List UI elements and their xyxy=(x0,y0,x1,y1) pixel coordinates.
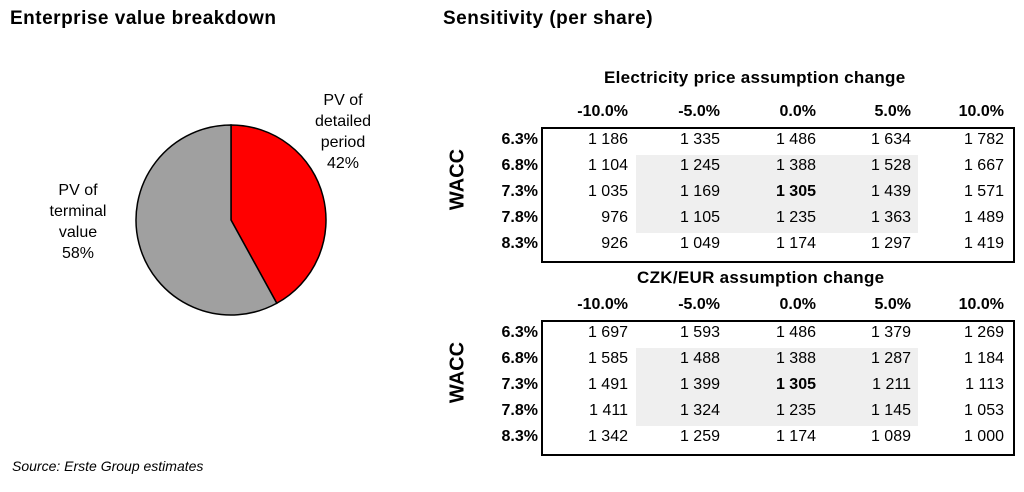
enterprise-value-title: Enterprise value breakdown xyxy=(10,8,277,29)
column-header: 5.0% xyxy=(874,103,911,120)
table-cell: 1 486 xyxy=(775,324,816,341)
table-cell: 1 585 xyxy=(587,350,628,367)
table-cell: 1 782 xyxy=(963,131,1004,148)
table-cell: 1 411 xyxy=(589,402,628,419)
table-title: Electricity price assumption change xyxy=(604,68,906,87)
table-cell: 1 259 xyxy=(679,428,720,445)
row-header: 6.3% xyxy=(501,324,538,341)
table-cell: 1 439 xyxy=(870,183,911,200)
wacc-axis-label: WACC xyxy=(446,341,469,404)
row-header: 7.8% xyxy=(501,402,538,419)
table-cell: 1 388 xyxy=(775,350,816,367)
shaded-region xyxy=(636,155,918,233)
table-cell: 1 000 xyxy=(963,428,1004,445)
table-cell: 1 363 xyxy=(870,209,911,226)
table-cell: 1 145 xyxy=(870,402,911,419)
pie-slice-label-0: PV of detailed period 42% xyxy=(315,92,371,172)
table-cell: 1 489 xyxy=(963,209,1004,226)
table-cell: 1 184 xyxy=(963,350,1004,367)
table-cell: 1 305 xyxy=(775,183,816,200)
pie-slice-label-1: PV of terminal value 58% xyxy=(50,182,107,262)
table-cell: 1 169 xyxy=(679,183,720,200)
table-cell: 1 174 xyxy=(775,428,816,445)
table-cell: 1 388 xyxy=(775,157,816,174)
pie-slice-0 xyxy=(230,124,327,305)
table-cell: 1 419 xyxy=(963,235,1004,252)
column-header: -10.0% xyxy=(577,296,628,313)
row-header: 6.3% xyxy=(501,131,538,148)
table-cell: 1 305 xyxy=(775,376,816,393)
table-cell: 1 235 xyxy=(775,209,816,226)
table-cell: 1 634 xyxy=(870,131,911,148)
column-header: -10.0% xyxy=(577,103,628,120)
source-note: Source: Erste Group estimates xyxy=(12,458,204,474)
row-header: 7.3% xyxy=(501,183,538,200)
table-cell: 1 105 xyxy=(679,209,720,226)
table-cell: 1 491 xyxy=(587,376,628,393)
row-header: 7.3% xyxy=(501,376,538,393)
ev-pie-chart: PV of detailed period 42% PV of terminal value… xyxy=(50,92,371,316)
table-cell: 1 697 xyxy=(587,324,628,341)
table-cell: 1 104 xyxy=(587,157,628,174)
table-cell: 1 211 xyxy=(872,376,911,393)
sensitivity-title: Sensitivity (per share) xyxy=(443,8,654,29)
column-header: 10.0% xyxy=(958,103,1004,120)
column-header: 0.0% xyxy=(779,103,816,120)
row-header: 6.8% xyxy=(501,157,538,174)
table-cell: 1 528 xyxy=(870,157,911,174)
column-header: 5.0% xyxy=(874,296,911,313)
table-cell: 1 035 xyxy=(587,183,628,200)
table-cell: 1 342 xyxy=(587,428,628,445)
column-header: -5.0% xyxy=(678,296,720,313)
column-header: 0.0% xyxy=(779,296,816,313)
row-header: 8.3% xyxy=(501,235,538,252)
row-header: 7.8% xyxy=(501,209,538,226)
table-cell: 1 324 xyxy=(679,402,720,419)
table-cell: 926 xyxy=(601,235,628,252)
table-cell: 1 488 xyxy=(679,350,720,367)
table-cell: 1 245 xyxy=(679,157,720,174)
table-cell: 976 xyxy=(601,209,628,226)
table-cell: 1 186 xyxy=(587,131,628,148)
table-cell: 1 049 xyxy=(679,235,720,252)
shaded-region xyxy=(636,348,918,426)
table-cell: 1 297 xyxy=(870,235,911,252)
row-header: 6.8% xyxy=(501,350,538,367)
table-cell: 1 335 xyxy=(679,131,720,148)
table-cell: 1 113 xyxy=(965,376,1004,393)
column-header: -5.0% xyxy=(678,103,720,120)
table-cell: 1 235 xyxy=(775,402,816,419)
column-header: 10.0% xyxy=(958,296,1004,313)
table-cell: 1 053 xyxy=(963,402,1004,419)
row-header: 8.3% xyxy=(501,428,538,445)
wacc-axis-label: WACC xyxy=(446,148,469,211)
table-cell: 1 571 xyxy=(963,183,1004,200)
table-cell: 1 089 xyxy=(870,428,911,445)
table-cell: 1 667 xyxy=(963,157,1004,174)
pie-slice-1 xyxy=(135,124,278,316)
table-cell: 1 269 xyxy=(963,324,1004,341)
table-title: CZK/EUR assumption change xyxy=(637,268,885,287)
table-cell: 1 379 xyxy=(870,324,911,341)
table-cell: 1 486 xyxy=(775,131,816,148)
table-cell: 1 174 xyxy=(775,235,816,252)
table-cell: 1 399 xyxy=(679,376,720,393)
table-cell: 1 287 xyxy=(870,350,911,367)
table-cell: 1 593 xyxy=(679,324,720,341)
